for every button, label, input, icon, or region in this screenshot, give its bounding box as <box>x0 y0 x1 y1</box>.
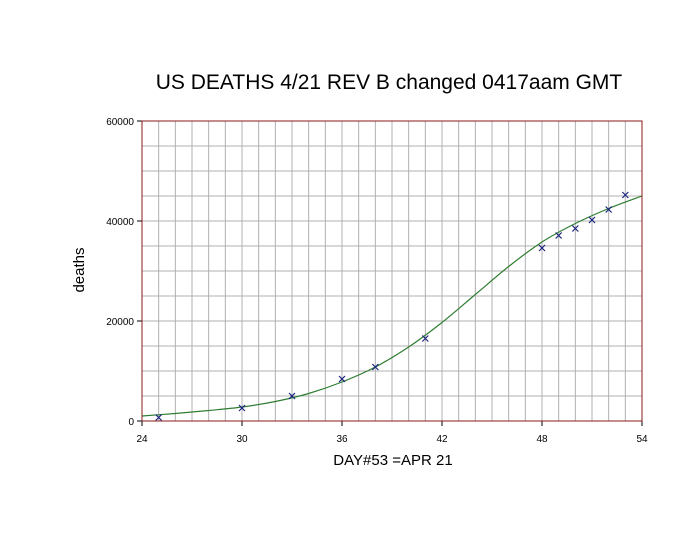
ticks: 24 30 36 42 48 54 0 20000 40000 60000 <box>106 117 648 445</box>
data-point <box>621 191 629 199</box>
x-tick-label: 42 <box>436 434 448 445</box>
y-tick-label: 20000 <box>106 317 134 328</box>
data-point <box>288 392 296 400</box>
x-tick-label: 54 <box>636 434 648 445</box>
data-layer <box>141 191 643 421</box>
y-axis-label: deaths <box>71 247 88 292</box>
data-point <box>155 414 163 421</box>
x-tick-label: 48 <box>536 434 548 445</box>
data-point <box>588 216 596 224</box>
grid <box>142 121 642 421</box>
data-point <box>538 244 546 252</box>
x-tick-label: 24 <box>136 434 148 445</box>
data-point <box>571 225 579 232</box>
x-tick-label: 30 <box>236 434 248 445</box>
data-point <box>338 375 346 383</box>
fit-curve <box>141 195 643 417</box>
chart-title: US DEATHS 4/21 REV B changed 0417aam GMT <box>156 71 623 94</box>
data-point <box>605 206 613 213</box>
plot-frame <box>141 120 643 422</box>
data-point <box>238 404 246 412</box>
y-tick-label: 0 <box>128 417 134 428</box>
x-tick-label: 36 <box>336 434 348 445</box>
data-point <box>421 335 429 342</box>
y-tick-label: 60000 <box>106 117 134 128</box>
data-point <box>371 363 379 371</box>
y-tick-label: 40000 <box>106 217 134 228</box>
data-point <box>555 232 563 239</box>
x-axis-label: DAY#53 =APR 21 <box>333 452 452 469</box>
